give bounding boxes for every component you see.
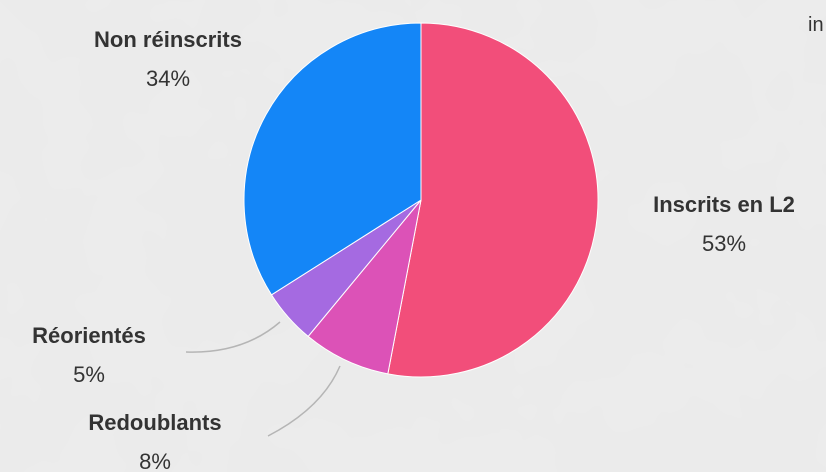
slice-label-inscrits-en-l2: Inscrits en L2	[653, 192, 795, 217]
leader-line-redoublants	[267, 365, 341, 437]
top-right-text-fragment: in	[808, 14, 824, 36]
slice-label-non-reinscrits: Non réinscrits	[94, 27, 242, 52]
slice-value-inscrits-en-l2: 53%	[702, 231, 746, 256]
pie-slice-inscrits-en-l2	[387, 22, 599, 378]
leader-line-reorientes	[185, 321, 281, 353]
pie-slice-redoublants	[307, 199, 422, 375]
slice-label-reorientes: Réorientés	[32, 323, 146, 348]
pie-slices	[243, 22, 599, 378]
slice-value-non-reinscrits: 34%	[146, 66, 190, 91]
slice-value-reorientes: 5%	[73, 362, 105, 387]
slice-label-redoublants: Redoublants	[88, 410, 221, 435]
leader-lines	[185, 321, 341, 437]
slice-value-redoublants: 8%	[139, 449, 171, 472]
slice-labels: Inscrits en L2 53% Redoublants 8% Réorientés…	[32, 27, 795, 472]
pie-slice-non-reinscrits	[243, 22, 422, 296]
